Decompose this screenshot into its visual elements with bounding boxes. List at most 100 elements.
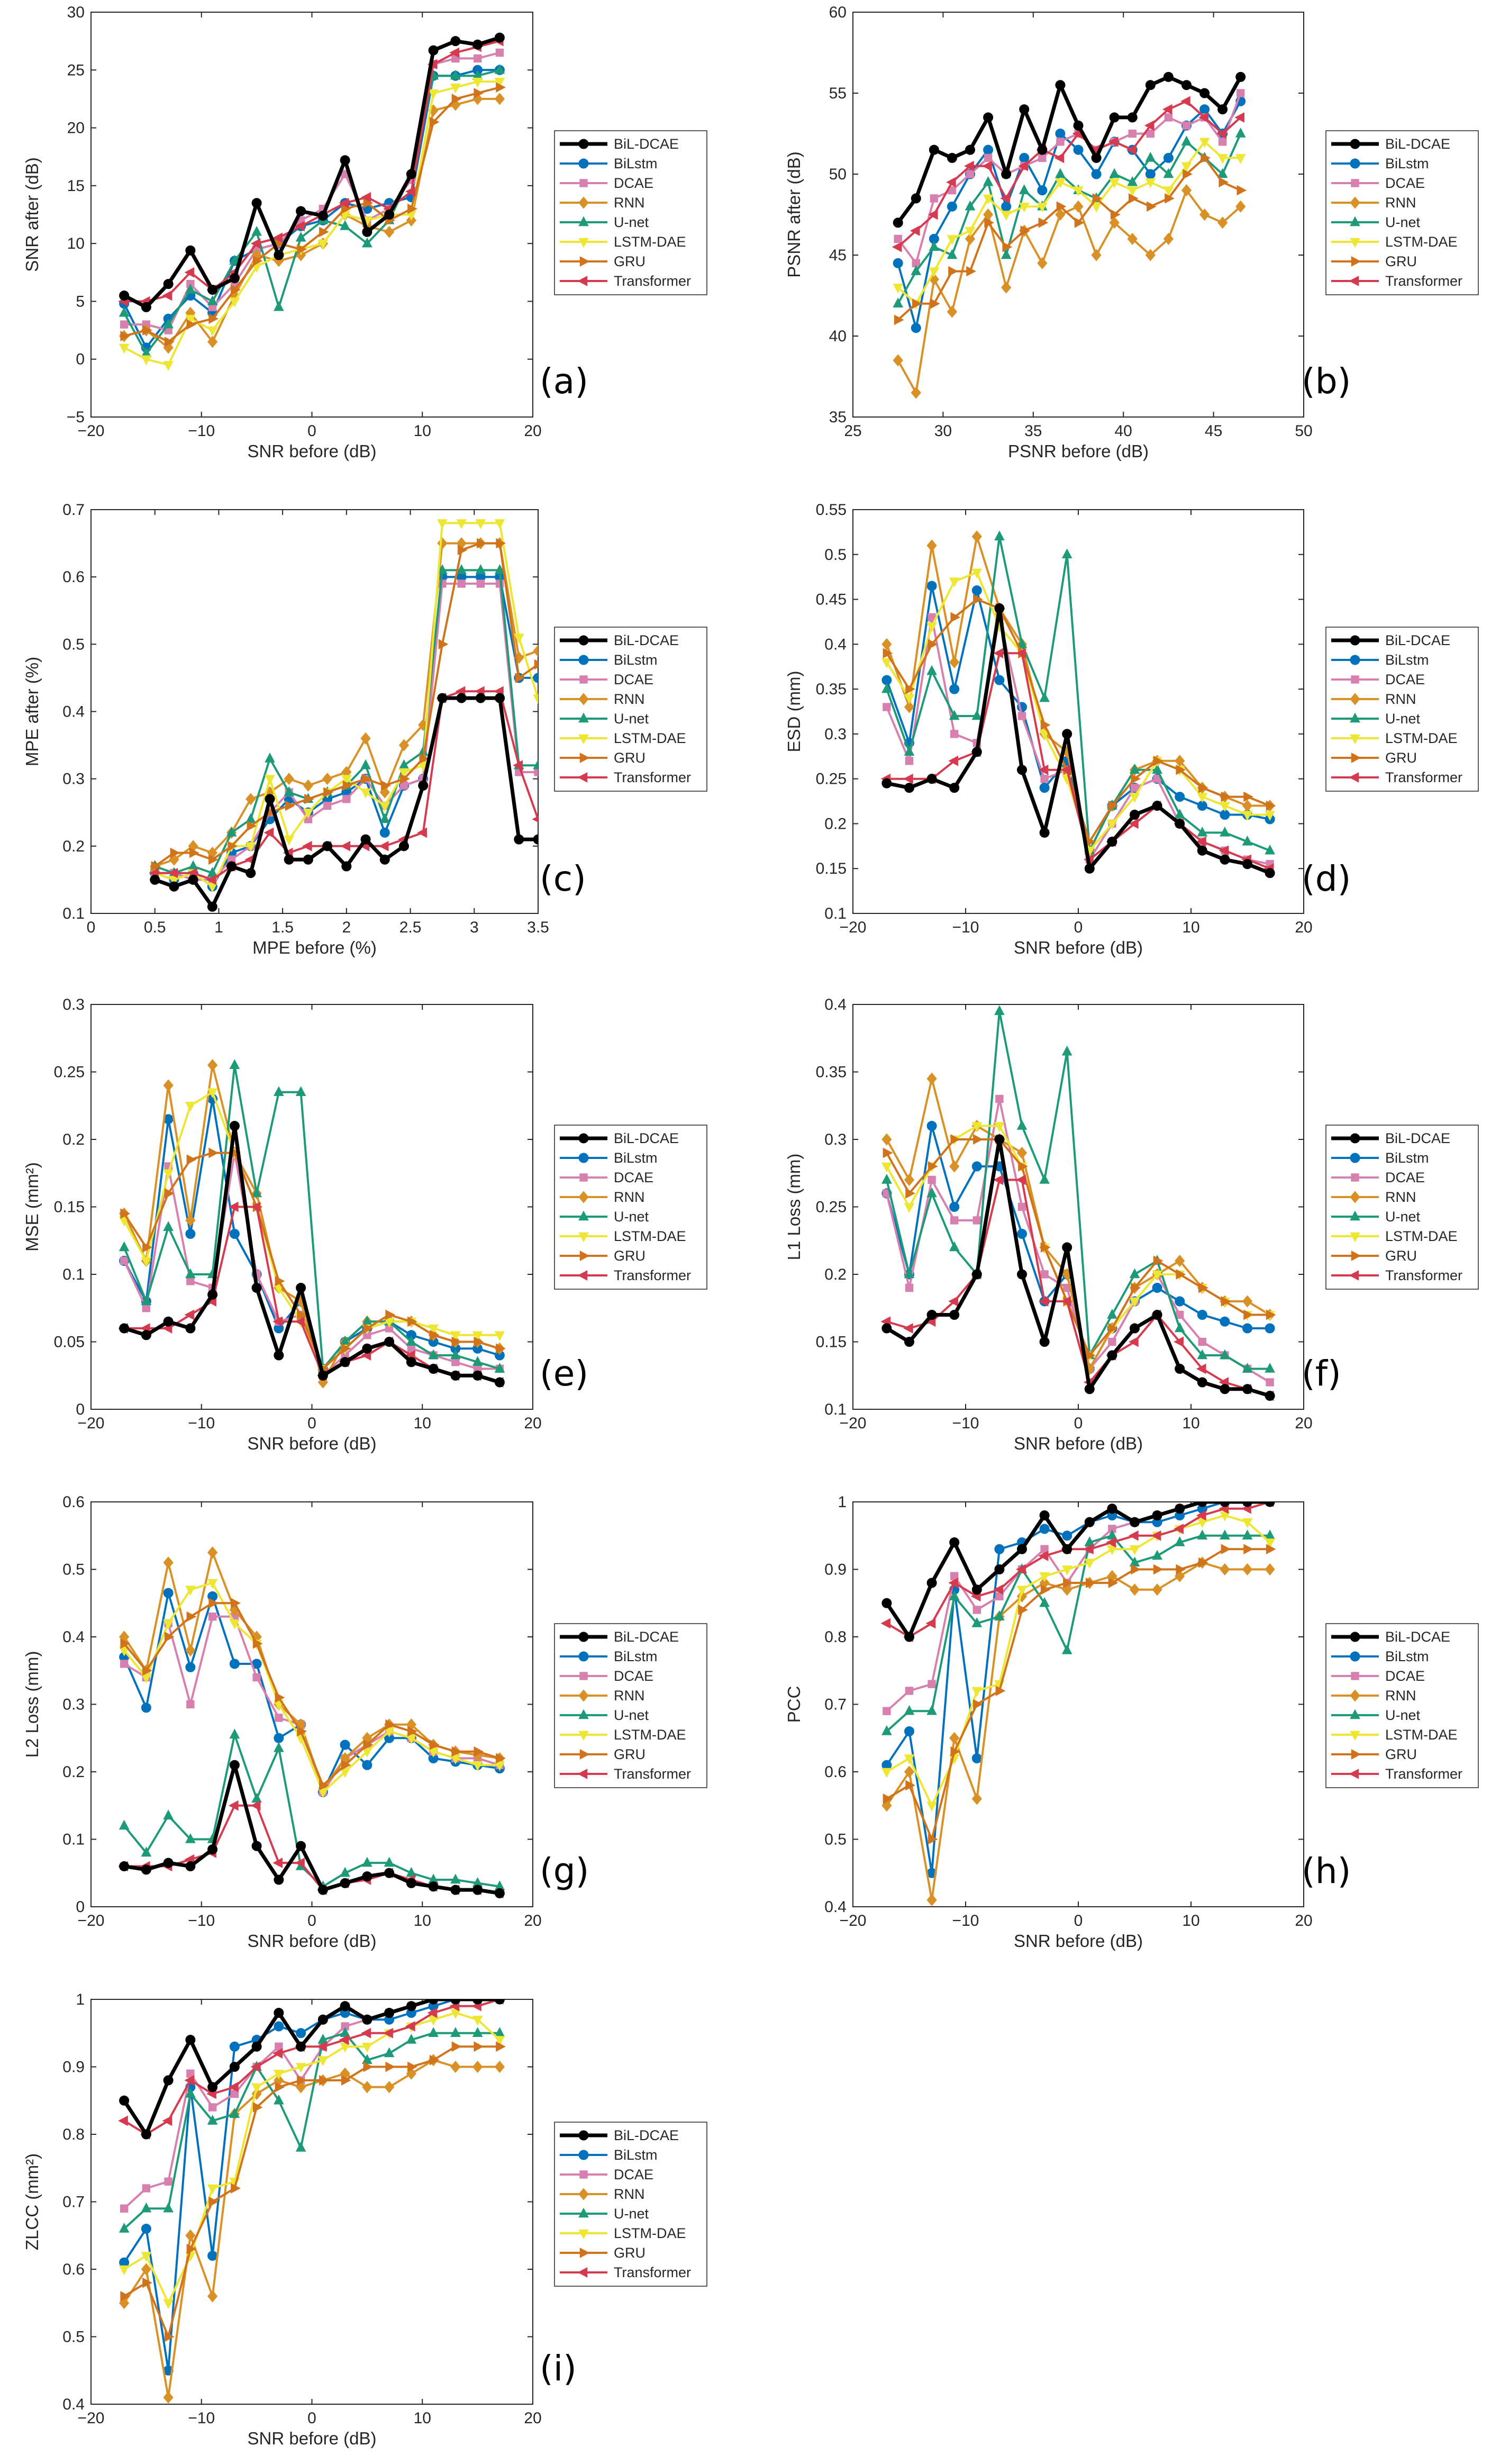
legend-marker-transformer: [1349, 276, 1359, 286]
y-tick-label: 0.5: [824, 1831, 847, 1849]
point-gru: [1198, 1282, 1208, 1293]
legend-marker-u-net: [1350, 712, 1360, 723]
point-gru: [186, 2243, 197, 2254]
point-bil-dcae: [1235, 71, 1246, 82]
point-transformer: [184, 2075, 195, 2086]
legend-box: [1325, 1623, 1479, 1788]
point-lstm-dae: [881, 1162, 892, 1173]
legend-label-transformer: Transformer: [1385, 769, 1462, 785]
point-bil-dcae: [119, 2095, 130, 2106]
legend-marker-bilstm: [1350, 1153, 1360, 1163]
point-u-net: [428, 1349, 439, 1360]
point-u-net: [1163, 168, 1174, 178]
point-bil-dcae: [1130, 1517, 1140, 1527]
legend-marker-lstm-dae: [578, 1731, 589, 1741]
point-gru: [361, 773, 372, 784]
point-bil-dcae: [163, 1858, 174, 1868]
point-transformer: [272, 1858, 283, 1868]
legend-label-rnn: RNN: [614, 1189, 645, 1205]
point-lstm-dae: [494, 2036, 505, 2046]
y-tick-label: 0.4: [62, 703, 85, 721]
point-bil-dcae: [141, 2129, 151, 2140]
point-gru: [429, 2054, 440, 2066]
point-bil-dcae: [274, 1350, 284, 1361]
legend-label-lstm-dae: LSTM-DAE: [614, 730, 686, 746]
y-tick-label: 0.05: [54, 1334, 85, 1351]
point-dcae: [142, 1304, 151, 1312]
legend-label-gru: GRU: [614, 253, 646, 269]
point-gru: [1176, 1564, 1186, 1575]
y-tick-label: 0.25: [816, 771, 847, 788]
point-rnn: [185, 2229, 196, 2242]
point-bil-dcae: [340, 1878, 350, 1888]
point-gru: [1198, 1557, 1208, 1568]
point-lstm-dae: [1055, 178, 1066, 188]
legend-marker-lstm-dae: [578, 1232, 589, 1243]
point-bil-dcae: [141, 1330, 151, 1340]
x-axis-label-h: SNR before (dB): [1014, 1931, 1143, 1951]
point-u-net: [475, 564, 486, 574]
point-lstm-dae: [1073, 186, 1084, 197]
point-u-net: [119, 2223, 130, 2233]
point-bil-dcae: [207, 285, 218, 295]
point-transformer: [118, 2115, 128, 2126]
point-transformer: [1016, 1564, 1026, 1575]
point-bilstm: [971, 585, 982, 596]
legend-label-lstm-dae: LSTM-DAE: [1385, 730, 1458, 746]
point-rnn: [926, 1072, 937, 1085]
point-transformer: [1144, 120, 1154, 131]
y-tick-label: −5: [67, 409, 85, 426]
point-gru: [930, 298, 940, 309]
legend-marker-dcae: [579, 675, 588, 684]
point-transformer: [302, 841, 312, 851]
point-transformer: [1126, 144, 1137, 155]
point-u-net: [881, 1174, 892, 1184]
point-bil-dcae: [251, 198, 262, 209]
point-dcae: [252, 1673, 261, 1682]
point-bilstm: [1197, 1310, 1207, 1320]
point-bil-dcae: [1107, 1503, 1117, 1514]
point-gru: [120, 1208, 131, 1219]
series-bil-dcae: [119, 1999, 505, 2140]
point-rnn: [904, 1765, 915, 1778]
point-gru: [341, 1760, 351, 1771]
point-transformer: [948, 1296, 958, 1307]
x-tick-label: 3: [470, 919, 479, 936]
point-bil-dcae: [472, 1370, 483, 1381]
point-bilstm: [911, 323, 921, 333]
point-gru: [275, 1692, 285, 1703]
point-dcae: [972, 1606, 981, 1614]
point-gru: [275, 1275, 285, 1287]
point-lstm-dae: [428, 1324, 439, 1335]
point-dcae: [323, 801, 332, 810]
point-gru: [451, 1746, 462, 1757]
x-tick-label: 10: [414, 422, 431, 440]
y-tick-label: 10: [67, 235, 85, 252]
line-gru: [886, 1548, 1270, 1841]
point-bilstm: [994, 675, 1005, 685]
point-lstm-dae: [317, 239, 329, 250]
x-axis-label-e: SNR before (dB): [248, 1434, 377, 1453]
axes-box-i: [90, 1999, 533, 2405]
point-lstm-dae: [1016, 1586, 1028, 1596]
legend-marker-u-net: [578, 2207, 589, 2218]
point-gru: [1176, 1269, 1186, 1280]
point-u-net: [1217, 168, 1228, 178]
point-u-net: [340, 220, 350, 230]
series-gru: [120, 2041, 506, 2342]
legend-marker-transformer: [577, 1769, 588, 1779]
point-lstm-dae: [141, 1257, 152, 1267]
legend-marker-gru: [1351, 753, 1361, 763]
point-bilstm: [994, 1544, 1005, 1554]
point-dcae: [1182, 121, 1191, 130]
point-bil-dcae: [926, 1578, 937, 1588]
legend-marker-dcae: [1351, 1173, 1359, 1182]
point-u-net: [119, 306, 130, 317]
y-tick-label: 0.4: [824, 636, 847, 653]
point-bilstm: [971, 1753, 982, 1763]
y-tick-label: 0.2: [62, 1763, 85, 1781]
point-bilstm: [296, 2028, 306, 2039]
series-u-net: [881, 530, 1275, 855]
point-u-net: [949, 1241, 960, 1252]
legend-c: BiL-DCAE BiLstm DCAE RNN U-net LSTM-DAE GRU Tra…: [554, 627, 707, 792]
